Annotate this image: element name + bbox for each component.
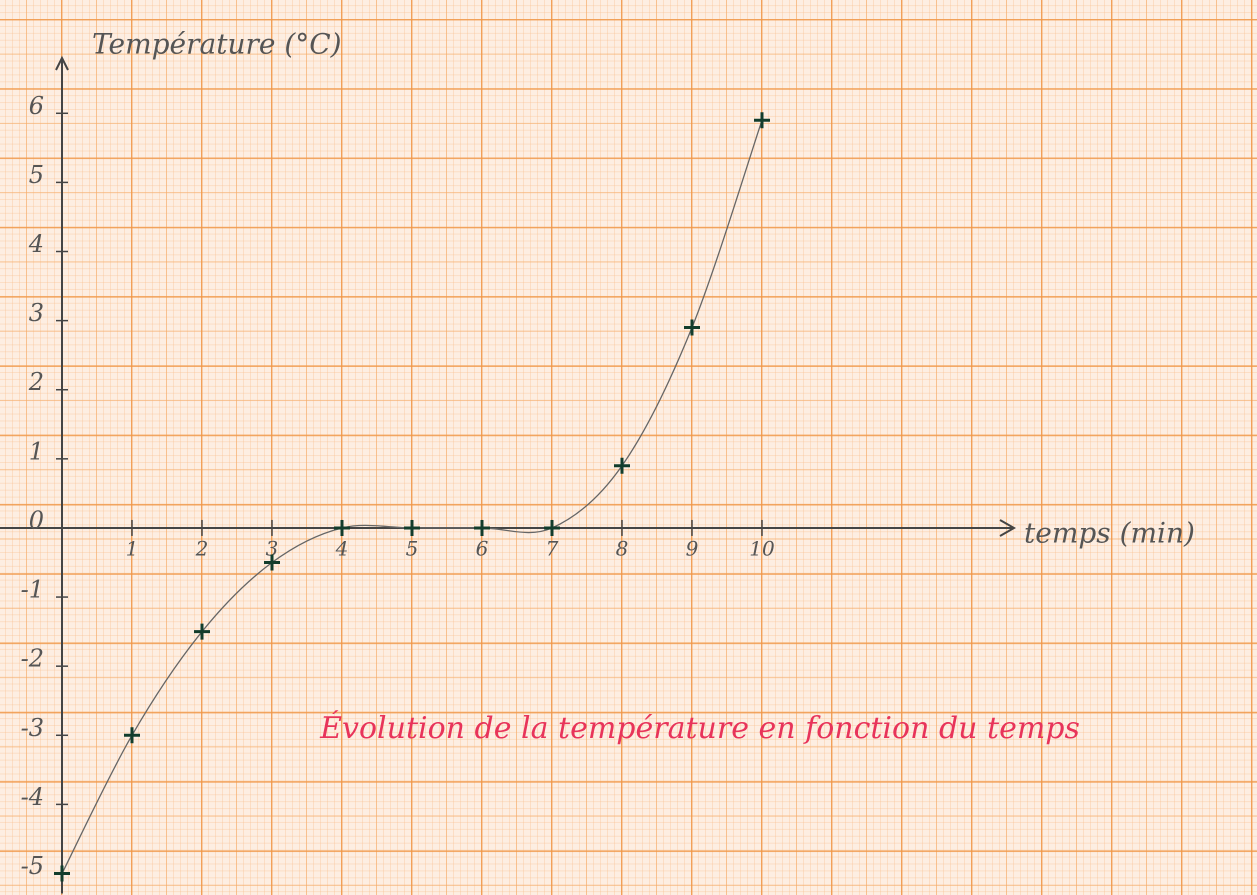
x-tick-label: 6 xyxy=(476,536,489,560)
y-tick-label: 1 xyxy=(29,437,44,465)
data-point xyxy=(614,457,630,474)
x-axis xyxy=(0,519,1017,537)
data-point xyxy=(54,865,70,882)
y-tick-label: 5 xyxy=(29,161,44,189)
data-point xyxy=(684,319,700,336)
x-tick-label: 1 xyxy=(126,536,139,560)
curve xyxy=(61,119,763,874)
y-axis xyxy=(55,55,69,894)
y-tick-label: -2 xyxy=(21,645,44,673)
data-point xyxy=(124,727,140,744)
data-point xyxy=(404,519,420,536)
x-axis-label: temps (min) xyxy=(1024,517,1195,550)
x-tick-label: 2 xyxy=(195,536,209,560)
y-tick-label: -3 xyxy=(21,714,44,742)
y-tick-label: 6 xyxy=(29,92,44,120)
data-point xyxy=(474,519,490,536)
y-tick-label: -4 xyxy=(21,783,44,811)
y-tick-label: -5 xyxy=(21,852,44,880)
y-tick-label: 4 xyxy=(28,230,44,258)
x-tick-label: 7 xyxy=(546,536,559,560)
data-point xyxy=(194,623,210,640)
x-tick-label: 8 xyxy=(616,536,629,560)
y-axis-label: Température (°C) xyxy=(92,28,342,61)
y-tick-label: -1 xyxy=(21,576,44,604)
y-tick-label: 3 xyxy=(29,299,44,327)
chart-title: Évolution de la température en fonction … xyxy=(319,710,1080,746)
data-point xyxy=(264,554,280,571)
data-point xyxy=(544,519,560,536)
x-tick-label: 4 xyxy=(335,536,349,560)
x-tick-label: 9 xyxy=(686,536,699,560)
x-tick-label: 5 xyxy=(406,536,419,560)
x-tick-label: 10 xyxy=(749,536,775,560)
y-tick-label: 2 xyxy=(28,368,44,396)
data-point xyxy=(334,519,350,536)
y-tick-label: 0 xyxy=(29,506,44,534)
x-tick-label: 3 xyxy=(266,536,279,560)
data-point xyxy=(754,112,770,129)
